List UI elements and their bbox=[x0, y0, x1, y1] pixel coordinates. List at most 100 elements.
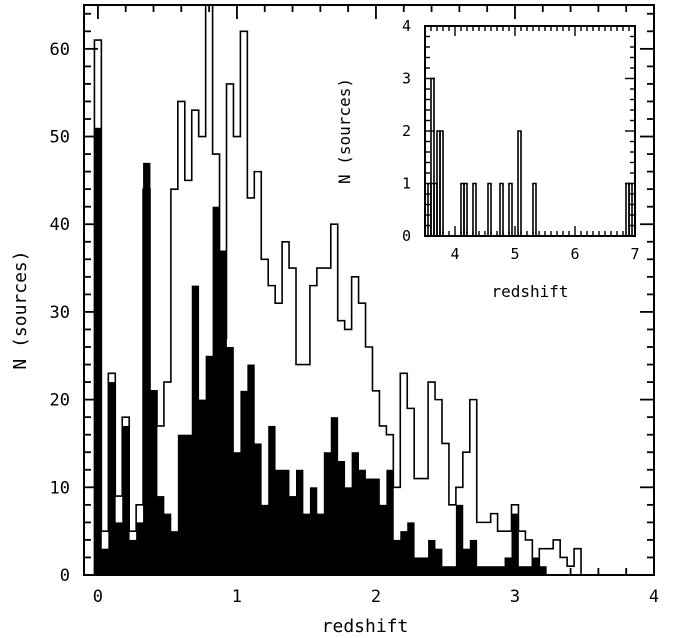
main-bars bbox=[94, 127, 547, 576]
filled-bar bbox=[448, 566, 457, 575]
filled-bar bbox=[372, 478, 380, 575]
y-tick-label: 30 bbox=[50, 303, 70, 323]
filled-bar bbox=[435, 548, 443, 575]
filled-bar bbox=[275, 469, 283, 575]
filled-bar bbox=[177, 434, 186, 575]
inset-bar bbox=[487, 182, 492, 236]
filled-bar bbox=[386, 469, 394, 575]
filled-bar bbox=[129, 539, 137, 575]
filled-bar bbox=[150, 390, 158, 575]
inset-bar bbox=[499, 182, 504, 236]
inset-y-tick-label: 2 bbox=[402, 122, 411, 140]
filled-bar bbox=[497, 566, 505, 575]
filled-bar bbox=[316, 513, 325, 575]
x-tick-label: 2 bbox=[371, 587, 381, 607]
plot-frame bbox=[83, 4, 655, 576]
y-axis-label: N (sources) bbox=[10, 250, 31, 369]
filled-bar bbox=[205, 355, 213, 575]
x-axis-label: redshift bbox=[322, 616, 409, 637]
filled-bar bbox=[365, 478, 373, 575]
y-tick-label: 0 bbox=[60, 566, 70, 586]
filled-bar bbox=[462, 548, 471, 575]
inset-x-axis-label: redshift bbox=[491, 282, 568, 301]
filled-bar bbox=[414, 557, 422, 575]
filled-bar bbox=[247, 364, 255, 575]
filled-bar bbox=[309, 487, 318, 575]
filled-bar bbox=[191, 285, 200, 575]
filled-bar bbox=[233, 452, 241, 575]
filled-bar bbox=[282, 469, 290, 575]
filled-bar bbox=[344, 487, 353, 575]
inset-x-tick-label: 5 bbox=[510, 245, 519, 263]
inset-axes bbox=[424, 25, 636, 237]
filled-bar bbox=[379, 504, 387, 575]
inset-background bbox=[425, 26, 635, 236]
filled-bar bbox=[136, 522, 144, 575]
filled-bar bbox=[122, 425, 130, 575]
filled-bar bbox=[289, 496, 297, 575]
filled-bar bbox=[511, 513, 519, 575]
filled-bar bbox=[226, 347, 234, 575]
filled-bar bbox=[323, 452, 332, 575]
main-axes bbox=[83, 4, 655, 576]
filled-bar bbox=[219, 250, 227, 576]
inset-chart: 4 5 6 7 0 1 2 3 4 redshift N (sources) bbox=[335, 17, 640, 301]
filled-bar bbox=[254, 443, 262, 575]
inset-bar bbox=[472, 182, 477, 236]
inset-bar bbox=[517, 130, 522, 236]
inset-x-tick-label: 6 bbox=[570, 245, 579, 263]
y-tick-label: 20 bbox=[50, 391, 70, 411]
filled-bar bbox=[330, 417, 339, 575]
y-tick-label: 50 bbox=[50, 128, 70, 148]
open-histogram-line bbox=[93, 4, 582, 575]
filled-bar bbox=[421, 557, 429, 575]
filled-bar bbox=[525, 566, 533, 575]
filled-bar bbox=[240, 390, 248, 575]
x-tick-label: 0 bbox=[93, 587, 103, 607]
x-tick-label: 1 bbox=[232, 587, 242, 607]
inset-x-tick-label: 7 bbox=[630, 245, 639, 263]
filled-bar bbox=[358, 469, 366, 575]
filled-bar bbox=[455, 504, 464, 575]
filled-bar bbox=[490, 566, 498, 575]
filled-bar bbox=[143, 162, 151, 575]
inset-y-tick-label: 3 bbox=[402, 70, 411, 88]
inset-y-tick-label: 0 bbox=[402, 227, 411, 245]
filled-bar bbox=[170, 531, 179, 575]
filled-bar bbox=[101, 548, 109, 575]
x-tick-label: 3 bbox=[510, 587, 520, 607]
inset-bar bbox=[439, 130, 444, 236]
inset-bar bbox=[463, 182, 468, 236]
filled-bar bbox=[337, 461, 346, 575]
filled-bar bbox=[163, 513, 172, 575]
filled-bar bbox=[108, 382, 116, 575]
inset-bar bbox=[508, 182, 513, 236]
filled-bar bbox=[115, 522, 123, 575]
filled-bar bbox=[156, 496, 165, 575]
filled-bar bbox=[212, 206, 220, 575]
filled-bar bbox=[469, 539, 478, 575]
filled-bar bbox=[393, 539, 401, 575]
inset-y-axis-label: N (sources) bbox=[335, 78, 354, 184]
filled-bar bbox=[476, 566, 485, 575]
inset-bar bbox=[532, 182, 537, 236]
filled-bar bbox=[198, 399, 207, 575]
filled-bar bbox=[296, 469, 304, 575]
inset-labels: 4 5 6 7 0 1 2 3 4 bbox=[402, 17, 640, 263]
filled-bar bbox=[504, 557, 512, 575]
filled-bar bbox=[184, 434, 193, 575]
filled-bar bbox=[268, 425, 276, 575]
inset-bars bbox=[427, 77, 633, 236]
filled-bar bbox=[518, 566, 526, 575]
inset-y-tick-label: 1 bbox=[402, 175, 411, 193]
filled-bar bbox=[400, 531, 408, 575]
x-tick-label: 4 bbox=[649, 587, 659, 607]
y-tick-label: 60 bbox=[50, 40, 70, 60]
inset-x-tick-label: 4 bbox=[450, 245, 459, 263]
filled-bar bbox=[407, 522, 415, 575]
filled-bar bbox=[302, 513, 311, 575]
filled-bar bbox=[261, 504, 269, 575]
filled-bar bbox=[441, 566, 450, 575]
